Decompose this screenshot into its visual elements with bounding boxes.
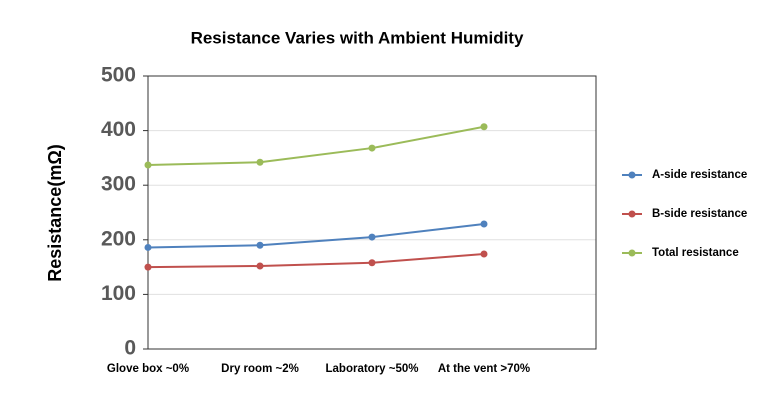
- point: [144, 243, 152, 251]
- chart-title: Resistance Varies with Ambient Humidity: [191, 28, 524, 47]
- point: [480, 123, 488, 131]
- point: [256, 158, 264, 166]
- point: [480, 250, 488, 258]
- x-tick-label: Laboratory ~50%: [326, 363, 419, 375]
- legend-marker: [628, 249, 636, 257]
- point: [480, 220, 488, 228]
- legend-label: Total resistance: [652, 247, 739, 259]
- series-line: [147, 125, 485, 166]
- plot-frame: [147, 75, 597, 350]
- legend-label: B-side resistance: [652, 208, 747, 220]
- x-tick-label: Dry room ~2%: [221, 363, 299, 375]
- x-tick-label: At the vent >70%: [438, 363, 530, 375]
- y-tick-label: 300: [101, 173, 136, 196]
- series-line: [147, 222, 485, 249]
- point: [144, 263, 152, 271]
- series-line: [147, 252, 485, 269]
- point: [368, 259, 376, 267]
- y-axis-title: Resistance(mΩ): [45, 144, 65, 281]
- y-tick-label: 200: [101, 227, 136, 250]
- y-tick-label: 500: [101, 64, 136, 87]
- y-tick-label: 0: [124, 337, 136, 360]
- point: [256, 241, 264, 249]
- legend-marker: [628, 171, 636, 179]
- y-tick-label: 100: [101, 282, 136, 305]
- y-tick-label: 400: [101, 118, 136, 141]
- point: [144, 161, 152, 169]
- legend-marker: [628, 210, 636, 218]
- legend-label: A-side resistance: [652, 169, 747, 181]
- x-tick-label: Glove box ~0%: [107, 363, 189, 375]
- point: [368, 144, 376, 152]
- point: [256, 262, 264, 270]
- point: [368, 233, 376, 241]
